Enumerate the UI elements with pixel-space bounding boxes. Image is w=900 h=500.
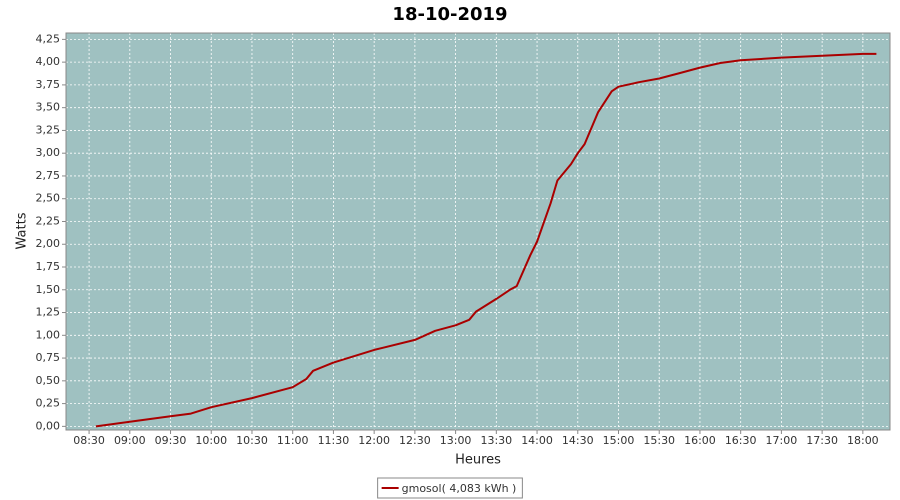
y-axis-label: Watts [15,212,30,249]
legend-box [377,477,523,499]
x-tick-label: 13:00 [440,434,472,447]
x-tick-label: 11:30 [318,434,350,447]
y-tick-label: 1,25 [36,306,61,319]
plot-border [65,32,891,431]
y-tick-label: 2,50 [36,192,61,205]
y-tick-label: 0,25 [36,397,61,410]
x-tick-label: 09:00 [114,434,146,447]
y-tick-label: 0,50 [36,374,61,387]
legend: gmosol( 4,083 kWh ) [377,477,523,499]
x-tick-label: 13:30 [480,434,512,447]
y-tick-label: 2,75 [36,169,61,182]
x-tick-label: 15:30 [643,434,675,447]
x-tick-label: 10:00 [195,434,227,447]
y-tick-label: 1,75 [36,260,61,273]
x-tick-label: 18:00 [847,434,879,447]
y-tick-label: 3,75 [36,78,61,91]
x-tick-label: 12:00 [358,434,390,447]
y-tick-label: 0,00 [36,419,61,432]
plot-background [66,33,890,430]
y-tick-label: 0,75 [36,351,61,364]
chart-title: 18-10-2019 [392,4,507,25]
x-tick-label: 14:30 [562,434,594,447]
x-tick-label: 17:00 [766,434,798,447]
y-tick-label: 1,00 [36,328,61,341]
y-tick-label: 3,00 [36,146,61,159]
legend-label: gmosol( 4,083 kWh ) [402,482,517,495]
y-tick-label: 4,00 [36,55,61,68]
x-tick-label: 10:30 [236,434,268,447]
x-tick-label: 09:30 [155,434,187,447]
x-tick-label: 11:00 [277,434,309,447]
y-tick-label: 1,50 [36,283,61,296]
x-tick-label: 16:00 [684,434,716,447]
x-axis-label: Heures [455,453,501,468]
y-tick-label: 3,25 [36,123,61,136]
x-tick-label: 08:30 [73,434,105,447]
y-tick-label: 2,00 [36,237,61,250]
x-tick-label: 16:30 [725,434,757,447]
y-tick-label: 2,25 [36,214,61,227]
y-tick-label: 3,50 [36,101,61,114]
x-tick-label: 15:00 [603,434,635,447]
x-tick-label: 12:30 [399,434,431,447]
y-tick-label: 4,25 [36,32,61,45]
series-line [95,52,877,428]
x-tick-label: 17:30 [806,434,838,447]
x-tick-label: 14:00 [521,434,553,447]
